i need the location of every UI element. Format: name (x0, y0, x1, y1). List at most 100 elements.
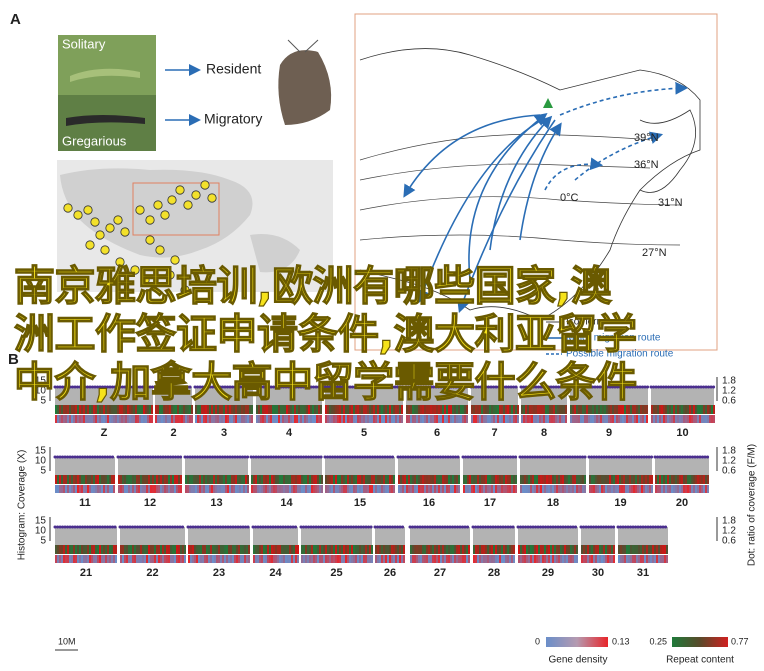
repeat-cell (644, 545, 646, 554)
gene-cell (321, 555, 323, 563)
repeat-cell (637, 475, 639, 484)
repeat-cell (545, 405, 547, 414)
gene-cell (206, 555, 208, 563)
repeat-cell (412, 475, 414, 484)
repeat-cell (85, 405, 87, 414)
gene-cell (165, 415, 167, 423)
repeat-cell (236, 545, 238, 554)
repeat-cell (454, 545, 456, 554)
repeat-cell (483, 405, 485, 414)
gene-cell (558, 555, 560, 563)
gene-cell (611, 555, 613, 563)
gene-cell (489, 555, 491, 563)
gene-cell (661, 485, 663, 493)
repeat-cell (219, 405, 221, 414)
gene-cell (693, 415, 695, 423)
gene-cell (701, 485, 703, 493)
gene-cell (201, 485, 203, 493)
gene-cell (675, 415, 677, 423)
repeat-cell (155, 405, 157, 414)
gene-cell (355, 485, 357, 493)
landmass (250, 234, 300, 273)
repeat-cell (57, 405, 59, 414)
gene-cell (105, 555, 107, 563)
gene-cell (377, 415, 379, 423)
repeat-cell (188, 545, 190, 554)
gene-cell (609, 555, 611, 563)
gene-cell (523, 415, 525, 423)
repeat-cell (227, 475, 229, 484)
gene-cell (283, 555, 285, 563)
gene-cell (613, 485, 615, 493)
repeat-cell (669, 405, 671, 414)
gene-cell (284, 415, 286, 423)
repeat-cell (312, 405, 314, 414)
repeat-cell (479, 545, 481, 554)
gene-cell (236, 555, 238, 563)
gene-cell (381, 555, 383, 563)
gene-cell (219, 415, 221, 423)
gene-cell (532, 485, 534, 493)
repeat-cell (570, 405, 572, 414)
coverage-histogram (473, 527, 515, 545)
repeat-cell (538, 545, 540, 554)
gene-cell (209, 485, 211, 493)
repeat-cell (273, 545, 275, 554)
coverage-histogram (570, 387, 648, 405)
coverage-histogram (463, 457, 517, 475)
repeat-cell (636, 405, 638, 414)
repeat-cell (286, 405, 288, 414)
repeat-cell (359, 545, 361, 554)
gene-cell (241, 485, 243, 493)
gene-cell (371, 485, 373, 493)
repeat-cell (142, 545, 144, 554)
gene-cell (464, 555, 466, 563)
repeat-cell (357, 475, 359, 484)
gene-cell (337, 485, 339, 493)
gene-cell (261, 485, 263, 493)
gene-cell (560, 485, 562, 493)
gene-cell (499, 415, 501, 423)
repeat-cell (381, 545, 383, 554)
chromosome-label: 29 (542, 567, 554, 579)
gene-cell (251, 485, 253, 493)
repeat-cell (194, 545, 196, 554)
gene-cell (269, 555, 271, 563)
repeat-cell (289, 545, 291, 554)
gene-cell (281, 485, 283, 493)
gene-cell (446, 415, 448, 423)
gene-cell (395, 555, 397, 563)
repeat-cell (554, 475, 556, 484)
gene-cell (487, 415, 489, 423)
gene-cell (424, 555, 426, 563)
gene-cell (574, 555, 576, 563)
gene-cell (509, 485, 511, 493)
overlay-line: 中介,加拿大高中留学需要什么条件 (13, 357, 637, 406)
repeat-cell (416, 405, 418, 414)
repeat-cell (442, 405, 444, 414)
gene-cell (99, 555, 101, 563)
gene-cell (359, 555, 361, 563)
gene-cell (596, 415, 598, 423)
gene-cell (265, 485, 267, 493)
repeat-cell (335, 545, 337, 554)
gene-cell (391, 415, 393, 423)
repeat-cell (109, 405, 111, 414)
repeat-cell (414, 545, 416, 554)
gene-cell (141, 415, 143, 423)
repeat-cell (383, 405, 385, 414)
gene-cell (456, 485, 458, 493)
repeat-cell (501, 405, 503, 414)
gene-cell (685, 485, 687, 493)
gene-cell (469, 485, 471, 493)
repeat-cell (365, 545, 367, 554)
repeat-cell (438, 475, 440, 484)
repeat-cell (93, 475, 95, 484)
repeat-cell (218, 545, 220, 554)
gene-cell (107, 415, 109, 423)
chromosome-label: 21 (80, 567, 92, 579)
repeat-cell (317, 475, 319, 484)
repeat-cell (151, 405, 153, 414)
repeat-cell (422, 545, 424, 554)
gene-cell (203, 485, 205, 493)
